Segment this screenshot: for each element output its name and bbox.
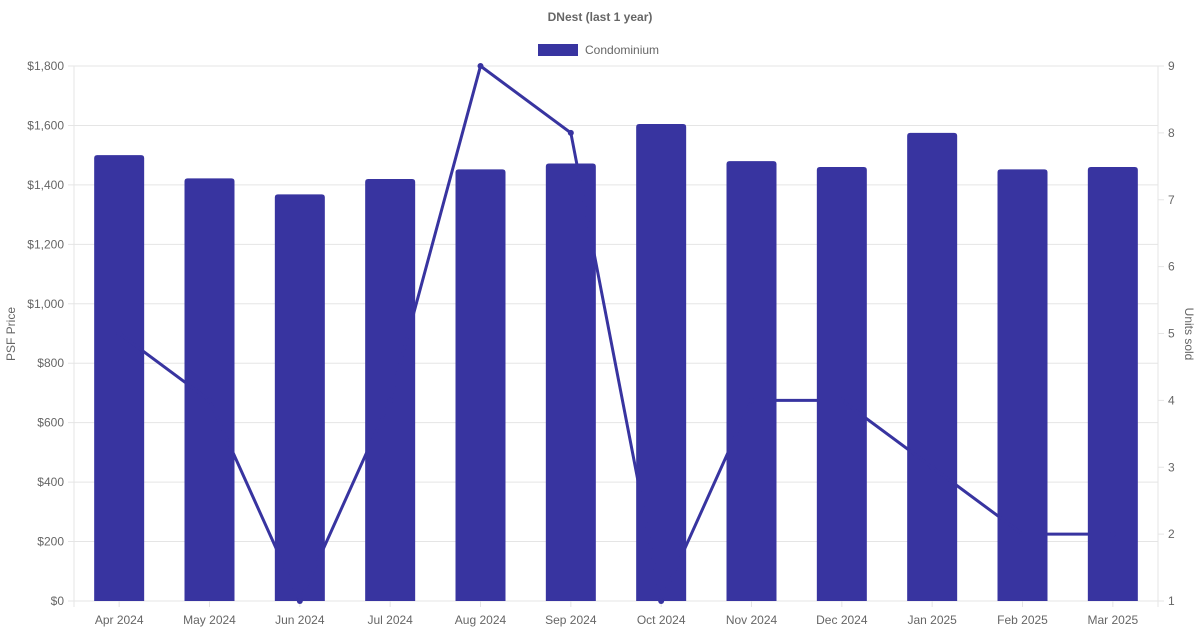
bar <box>545 163 596 601</box>
line-point <box>116 330 123 337</box>
y-left-tick-label: $800 <box>37 356 64 370</box>
x-tick-label: Oct 2024 <box>637 613 686 627</box>
bar <box>726 161 777 601</box>
y-axis-right-label: Units sold <box>1182 308 1196 361</box>
bar <box>94 155 145 601</box>
y-left-tick-label: $200 <box>37 535 64 549</box>
bar <box>274 194 325 601</box>
line-point <box>929 464 936 471</box>
y-right-tick-label: 8 <box>1168 126 1175 140</box>
x-tick-label: Dec 2024 <box>816 613 868 627</box>
line-point <box>206 397 213 404</box>
legend[interactable]: Condominium <box>538 43 659 57</box>
x-tick-label: Jun 2024 <box>275 613 325 627</box>
grid-lines <box>68 65 1164 607</box>
y-axis-left-label: PSF Price <box>4 307 18 361</box>
bar <box>455 169 506 601</box>
x-tick-label: Mar 2025 <box>1087 613 1138 627</box>
bar <box>1087 167 1138 602</box>
x-tick-label: Sep 2024 <box>545 613 597 627</box>
line-point <box>387 397 394 404</box>
bar <box>184 178 235 601</box>
units-sold-line <box>118 64 1113 603</box>
bar <box>636 123 687 601</box>
y-left-tick-label: $1,400 <box>27 178 64 192</box>
line-point <box>296 598 303 604</box>
y-left-tick-label: $400 <box>37 475 64 489</box>
line-point <box>1109 531 1116 538</box>
line-point <box>567 129 574 136</box>
y-left-tick-label: $1,800 <box>27 59 64 73</box>
x-tick-label: Jul 2024 <box>367 613 413 627</box>
x-tick-label: Apr 2024 <box>95 613 144 627</box>
y-right-tick-label: 9 <box>1168 59 1175 73</box>
line-point <box>1019 531 1026 538</box>
line-point <box>838 397 845 404</box>
line-point <box>658 598 665 604</box>
bar-series <box>94 123 1138 602</box>
legend-swatch <box>538 44 578 56</box>
legend-label-condominium: Condominium <box>585 43 659 57</box>
y-right-tick-label: 3 <box>1168 460 1175 474</box>
bar <box>365 178 416 601</box>
x-tick-label: Aug 2024 <box>455 613 507 627</box>
y-left-tick-label: $1,200 <box>27 237 64 251</box>
line-series <box>116 63 1116 604</box>
y-left-tick-label: $0 <box>51 594 65 608</box>
line-point <box>477 63 484 69</box>
bar <box>997 169 1048 601</box>
axes: $0 $200 $400 $600 $800 $1,000 $1,200 $1,400 $1,6… <box>27 59 1175 627</box>
bar <box>907 132 958 601</box>
y-right-tick-label: 4 <box>1168 393 1175 407</box>
x-tick-label: Jan 2025 <box>907 613 957 627</box>
y-left-tick-label: $1,000 <box>27 297 64 311</box>
y-left-tick-label: $600 <box>37 416 64 430</box>
line-point <box>748 397 755 404</box>
y-right-tick-label: 2 <box>1168 527 1175 541</box>
y-right-tick-label: 6 <box>1168 260 1175 274</box>
x-tick-label: Nov 2024 <box>726 613 778 627</box>
x-tick-label: Feb 2025 <box>997 613 1048 627</box>
y-right-tick-label: 5 <box>1168 327 1175 341</box>
bar <box>816 167 867 602</box>
y-right-tick-label: 1 <box>1168 594 1175 608</box>
x-tick-label: May 2024 <box>183 613 236 627</box>
y-left-tick-label: $1,600 <box>27 118 64 132</box>
chart-title: DNest (last 1 year) <box>548 10 653 24</box>
y-right-tick-label: 7 <box>1168 193 1175 207</box>
